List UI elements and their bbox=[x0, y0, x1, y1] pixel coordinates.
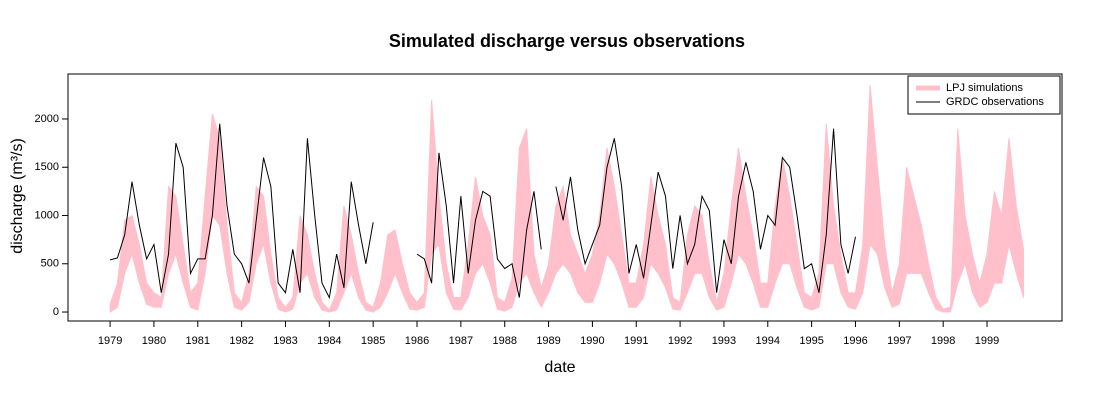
x-tick-label: 1992 bbox=[668, 335, 692, 347]
x-tick-label: 1994 bbox=[756, 335, 780, 347]
x-tick-label: 1995 bbox=[799, 335, 823, 347]
y-tick-label: 0 bbox=[53, 306, 59, 318]
x-tick-label: 1981 bbox=[186, 335, 210, 347]
x-tick-label: 1985 bbox=[361, 335, 385, 347]
x-tick-label: 1996 bbox=[843, 335, 867, 347]
x-tick-label: 1983 bbox=[273, 335, 297, 347]
x-tick-label: 1986 bbox=[405, 335, 429, 347]
observation-line bbox=[109, 123, 374, 300]
x-tick-label: 1988 bbox=[492, 335, 516, 347]
simulation-band bbox=[109, 85, 1025, 313]
x-tick-label: 1987 bbox=[449, 335, 473, 347]
y-tick-label: 1500 bbox=[35, 161, 59, 173]
observation-line bbox=[416, 152, 542, 298]
x-tick-label: 1999 bbox=[975, 335, 999, 347]
plot-frame bbox=[67, 73, 1063, 322]
x-tick-label: 1993 bbox=[712, 335, 736, 347]
legend-box bbox=[907, 75, 1061, 115]
observation-line bbox=[555, 128, 856, 293]
y-tick-label: 500 bbox=[41, 258, 59, 270]
x-tick-label: 1980 bbox=[142, 335, 166, 347]
x-tick-label: 1989 bbox=[536, 335, 560, 347]
y-tick-label: 1000 bbox=[35, 209, 59, 221]
legend-label: GRDC observations bbox=[946, 96, 1044, 108]
x-tick-label: 1998 bbox=[931, 335, 955, 347]
x-tick-label: 1982 bbox=[229, 335, 253, 347]
x-tick-label: 1991 bbox=[624, 335, 648, 347]
chart-title: Simulated discharge versus observations bbox=[389, 31, 745, 51]
legend-label: LPJ simulations bbox=[946, 82, 1024, 94]
x-tick-label: 1984 bbox=[317, 335, 341, 347]
x-tick-label: 1997 bbox=[887, 335, 911, 347]
y-axis-label: discharge (m³/s) bbox=[9, 138, 26, 254]
y-tick-label: 2000 bbox=[35, 113, 59, 125]
x-tick-label: 1979 bbox=[98, 335, 122, 347]
x-tick-label: 1990 bbox=[580, 335, 604, 347]
x-axis-label: date bbox=[544, 359, 575, 376]
